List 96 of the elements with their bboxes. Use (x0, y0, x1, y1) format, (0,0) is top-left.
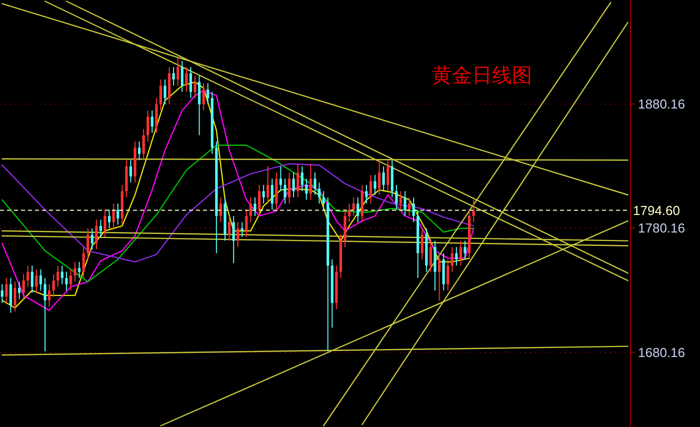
candlestick (129, 160, 132, 183)
candlestick (180, 60, 184, 92)
candlestick (198, 75, 201, 136)
candlestick (9, 278, 12, 314)
candlestick (314, 172, 316, 196)
candlestick (279, 166, 282, 192)
candlestick (146, 110, 150, 142)
candlestick (95, 219, 98, 250)
candlestick (318, 182, 321, 204)
text: 黄金日线图 (432, 63, 532, 87)
candlestick (412, 196, 415, 223)
candlestick (305, 178, 308, 200)
candlestick (108, 209, 111, 229)
candlestick (86, 228, 90, 260)
candlestick (378, 160, 381, 196)
candlestick (258, 184, 261, 216)
candlestick (408, 196, 411, 216)
ref-line-label: 1794.60 (633, 202, 680, 218)
candlestick (249, 196, 252, 223)
candlestick (228, 215, 231, 242)
candlestick (82, 246, 85, 279)
candlestick (185, 66, 188, 92)
candlestick (262, 184, 265, 204)
candlestick (420, 228, 424, 260)
candlestick (14, 281, 16, 312)
y-tick-label: 1780.16 (638, 220, 685, 236)
candlestick (429, 240, 432, 272)
candlestick (219, 196, 222, 223)
candlestick (369, 174, 372, 204)
candlestick (404, 190, 406, 216)
candlestick (236, 222, 240, 248)
candlestick (288, 172, 291, 204)
candlestick (240, 222, 244, 238)
candlestick (52, 274, 55, 298)
candlestick (472, 199, 475, 223)
candlestick (356, 196, 360, 223)
y-tick-label: 1880.16 (638, 96, 685, 112)
candlestick (284, 178, 286, 204)
candlestick (292, 172, 295, 198)
candlestick (159, 78, 162, 111)
candlestick (399, 190, 402, 210)
candlestick (104, 209, 106, 238)
candlestick (374, 174, 376, 196)
candlestick (65, 271, 68, 291)
candlestick (26, 265, 30, 288)
candlestick (78, 261, 81, 279)
candlestick (142, 128, 145, 161)
candlestick (206, 82, 210, 105)
candlestick (455, 246, 458, 266)
candlestick (450, 246, 454, 272)
candlestick (322, 190, 325, 210)
candlestick (352, 196, 355, 216)
candlestick (446, 258, 450, 291)
candlestick (155, 98, 158, 134)
candlestick (116, 203, 120, 226)
candlestick (365, 184, 368, 204)
candlestick (69, 268, 72, 291)
candlestick (90, 228, 94, 250)
candlestick (39, 268, 42, 291)
candlestick (18, 281, 21, 300)
candlestick (232, 215, 235, 264)
candlestick (309, 163, 312, 200)
y-tick-label: 1680.16 (638, 344, 685, 360)
candlestick (438, 252, 441, 301)
candlestick (22, 274, 25, 300)
candlestick (300, 166, 304, 192)
candlestick (202, 82, 205, 111)
candlestick (254, 196, 256, 216)
candlestick (99, 219, 102, 238)
candlestick (382, 166, 385, 192)
candlestick (56, 265, 60, 288)
candlestick (296, 163, 300, 198)
candlestick (245, 209, 248, 238)
candlestick (464, 240, 466, 260)
candlestick (5, 278, 8, 304)
candlestick (150, 110, 154, 134)
candlestick (386, 160, 390, 192)
candlestick (194, 75, 196, 99)
candlestick (44, 278, 46, 352)
candlestick (176, 58, 180, 86)
candlestick (459, 240, 462, 266)
candlestick (189, 66, 192, 99)
candlestick (270, 178, 274, 210)
line-series (2, 163, 474, 263)
candlestick (0, 284, 4, 304)
candlestick (138, 141, 141, 161)
candlestick (172, 66, 175, 86)
line-series (2, 144, 474, 282)
candlestick (266, 166, 270, 204)
candlestick (30, 265, 34, 294)
candlestick (164, 78, 166, 105)
candlestick (35, 268, 38, 294)
candlestick (60, 265, 64, 285)
candlestick (48, 284, 51, 308)
candlestick (395, 184, 398, 210)
candlestick (74, 261, 76, 282)
